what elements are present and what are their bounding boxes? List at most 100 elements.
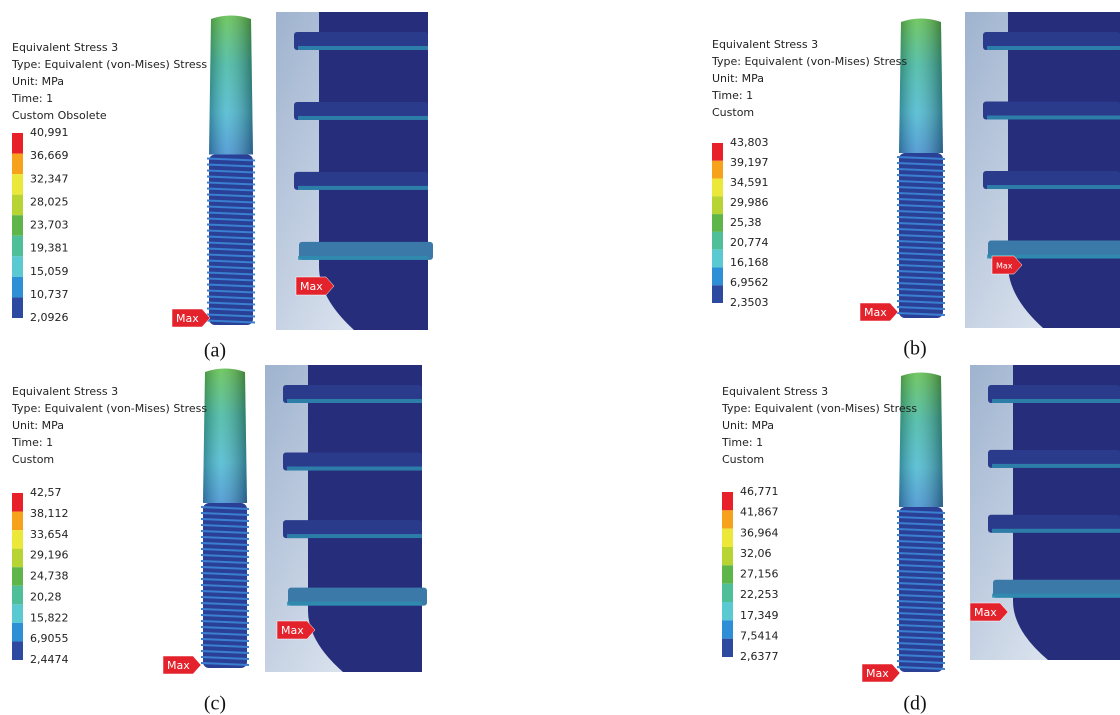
max-label: Max: [974, 606, 997, 619]
legend-value: 40,991: [30, 126, 69, 139]
legend-title: Type: Equivalent (von-Mises) Stress: [711, 55, 907, 68]
legend-swatch: [12, 512, 23, 531]
legend-title: Time: 1: [721, 436, 763, 449]
caption: (b): [903, 338, 926, 360]
zoom-body: [314, 12, 428, 330]
max-label: Max: [866, 667, 889, 680]
legend-swatch: [12, 236, 23, 257]
legend-value: 20,28: [30, 590, 62, 603]
legend-swatch: [722, 602, 733, 620]
legend-value: 6,9055: [30, 632, 69, 645]
zoom-thread-edge: [287, 534, 422, 538]
legend-value: 2,3503: [730, 296, 769, 309]
legend-swatch: [712, 179, 723, 197]
legend-title: Equivalent Stress 3: [12, 385, 118, 398]
implant-threads: [209, 155, 253, 326]
legend-swatch: [712, 196, 723, 214]
legend-title: Equivalent Stress 3: [12, 41, 118, 54]
legend-swatch: [722, 620, 733, 638]
legend-swatch: [722, 547, 733, 565]
legend-swatch: [712, 250, 723, 268]
legend-swatch: [12, 567, 23, 586]
legend-title: Equivalent Stress 3: [712, 38, 818, 51]
legend-swatch: [12, 604, 23, 623]
max-label: Max: [996, 262, 1013, 271]
legend-title: Unit: MPa: [12, 419, 64, 432]
legend-swatch: [712, 143, 723, 161]
legend-value: 20,774: [730, 236, 769, 249]
legend-value: 41,867: [740, 506, 779, 519]
legend-title: Type: Equivalent (von-Mises) Stress: [11, 58, 207, 71]
legend-value: 2,4474: [30, 653, 69, 666]
legend-value: 6,9562: [730, 276, 769, 289]
legend-value: 22,253: [740, 588, 779, 601]
max-label: Max: [176, 312, 199, 325]
legend-title: Custom: [712, 106, 754, 119]
legend-value: 29,986: [730, 196, 769, 209]
legend-value: 2,0926: [30, 311, 69, 324]
legend-swatch: [712, 161, 723, 179]
legend-value: 15,822: [30, 611, 69, 624]
legend-title: Type: Equivalent (von-Mises) Stress: [721, 402, 917, 415]
legend-swatch: [712, 214, 723, 232]
legend-title: Custom Obsolete: [12, 109, 107, 122]
zoom-body: [1003, 12, 1120, 328]
legend-swatch: [712, 267, 723, 285]
legend-title: Time: 1: [11, 92, 53, 105]
zoom-thread-edge: [987, 46, 1120, 50]
legend-value: 25,38: [730, 216, 762, 229]
caption: (d): [903, 693, 926, 715]
max-label: Max: [300, 280, 323, 293]
zoom-thread-edge: [992, 399, 1120, 403]
legend-value: 36,669: [30, 149, 69, 162]
max-label: Max: [167, 659, 190, 672]
implant-shade: [203, 369, 247, 504]
legend-value: 27,156: [740, 568, 779, 581]
legend-value: 15,059: [30, 265, 69, 278]
legend-value: 10,737: [30, 288, 69, 301]
legend-title: Unit: MPa: [722, 419, 774, 432]
zoom-thread-edge: [992, 594, 1120, 598]
zoom-thread-edge: [987, 116, 1120, 120]
legend-swatch: [12, 297, 23, 318]
legend-value: 16,168: [730, 256, 769, 269]
legend-swatch: [722, 565, 733, 583]
legend-swatch: [12, 195, 23, 216]
legend-value: 7,5414: [740, 629, 779, 642]
legend-value: 33,654: [30, 528, 69, 541]
legend-title: Custom: [12, 453, 54, 466]
legend-title: Equivalent Stress 3: [722, 385, 828, 398]
legend-swatch: [12, 215, 23, 236]
max-label: Max: [864, 306, 887, 319]
caption: (a): [204, 340, 226, 362]
zoom-thread-edge: [987, 185, 1120, 189]
legend-title: Type: Equivalent (von-Mises) Stress: [11, 402, 207, 415]
legend-value: 39,197: [730, 156, 769, 169]
legend-title: Time: 1: [711, 89, 753, 102]
zoom-thread-edge: [287, 399, 422, 403]
legend-value: 29,196: [30, 549, 69, 562]
zoom-thread-edge: [287, 602, 422, 606]
legend-swatch: [12, 277, 23, 298]
legend-title: Custom: [722, 453, 764, 466]
implant-shade: [209, 16, 253, 155]
legend-swatch: [12, 493, 23, 512]
legend-title: Unit: MPa: [712, 72, 764, 85]
zoom-thread-edge: [298, 186, 428, 190]
zoom-body: [303, 365, 422, 672]
legend-swatch: [722, 529, 733, 547]
legend-swatch: [12, 174, 23, 195]
legend-swatch: [712, 285, 723, 303]
legend-swatch: [12, 586, 23, 605]
legend-value: 2,6377: [740, 650, 779, 663]
legend-value: 36,964: [740, 526, 779, 539]
zoom-thread-edge: [298, 116, 428, 120]
legend-value: 34,591: [730, 176, 769, 189]
caption: (c): [204, 693, 226, 715]
zoom-thread-edge: [287, 467, 422, 471]
legend-swatch: [722, 492, 733, 510]
legend-swatch: [12, 133, 23, 154]
legend-swatch: [12, 154, 23, 175]
legend-value: 23,703: [30, 219, 69, 232]
legend-swatch: [712, 232, 723, 250]
